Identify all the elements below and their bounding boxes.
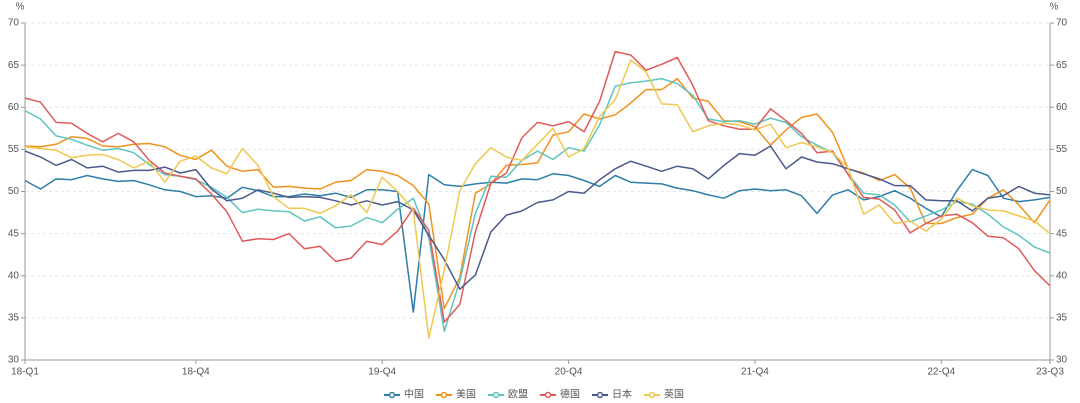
y-tick-label: 60 bbox=[8, 102, 20, 113]
legend-label: 中国 bbox=[404, 388, 424, 401]
y2-tick-label: 40 bbox=[1056, 270, 1068, 281]
x-tick-label: 20-Q4 bbox=[555, 367, 583, 378]
y-tick-label: 35 bbox=[8, 313, 20, 324]
y2-axis-label: % bbox=[1050, 2, 1059, 13]
series-line bbox=[24, 50, 1051, 323]
y-tick-label: 55 bbox=[8, 144, 20, 155]
y2-tick-label: 35 bbox=[1056, 313, 1068, 324]
series-line bbox=[24, 77, 1051, 310]
x-tick-label: 19-Q4 bbox=[368, 367, 396, 378]
y2-tick-label: 60 bbox=[1056, 102, 1068, 113]
series-line bbox=[24, 77, 1051, 333]
legend-dot bbox=[596, 391, 604, 399]
y2-tick-label: 30 bbox=[1056, 355, 1068, 366]
legend-dot bbox=[544, 391, 552, 399]
x-tick-label: 18-Q1 bbox=[11, 367, 39, 378]
legend-dot bbox=[648, 391, 656, 399]
series-line bbox=[24, 59, 1051, 339]
legend-label: 日本 bbox=[612, 388, 632, 401]
y-tick-label: 45 bbox=[8, 228, 20, 239]
y2-tick-label: 65 bbox=[1056, 60, 1068, 71]
x-tick-label: 23-Q3 bbox=[1036, 367, 1064, 378]
legend-dot bbox=[440, 391, 448, 399]
x-tick-label: 21-Q4 bbox=[741, 367, 769, 378]
series-line bbox=[24, 145, 1051, 290]
y2-tick-label: 50 bbox=[1056, 186, 1068, 197]
legend-label: 英国 bbox=[664, 388, 684, 401]
series-line bbox=[24, 168, 1051, 313]
legend-label: 德国 bbox=[560, 388, 580, 401]
legend-label: 美国 bbox=[456, 388, 476, 401]
y-tick-label: 70 bbox=[8, 18, 20, 29]
y-tick-label: 30 bbox=[8, 355, 20, 366]
x-tick-label: 22-Q4 bbox=[927, 367, 955, 378]
y-tick-label: 40 bbox=[8, 270, 20, 281]
legend-label: 欧盟 bbox=[508, 389, 528, 401]
y-tick-label: 65 bbox=[8, 60, 20, 71]
legend-dot bbox=[388, 391, 396, 399]
x-tick-label: 18-Q4 bbox=[182, 367, 210, 378]
y2-tick-label: 70 bbox=[1056, 18, 1068, 29]
legend-dot bbox=[492, 391, 500, 399]
y2-tick-label: 55 bbox=[1056, 144, 1068, 155]
y-tick-label: 50 bbox=[8, 186, 20, 197]
y2-tick-label: 45 bbox=[1056, 228, 1068, 239]
y-axis-label: % bbox=[16, 2, 25, 13]
